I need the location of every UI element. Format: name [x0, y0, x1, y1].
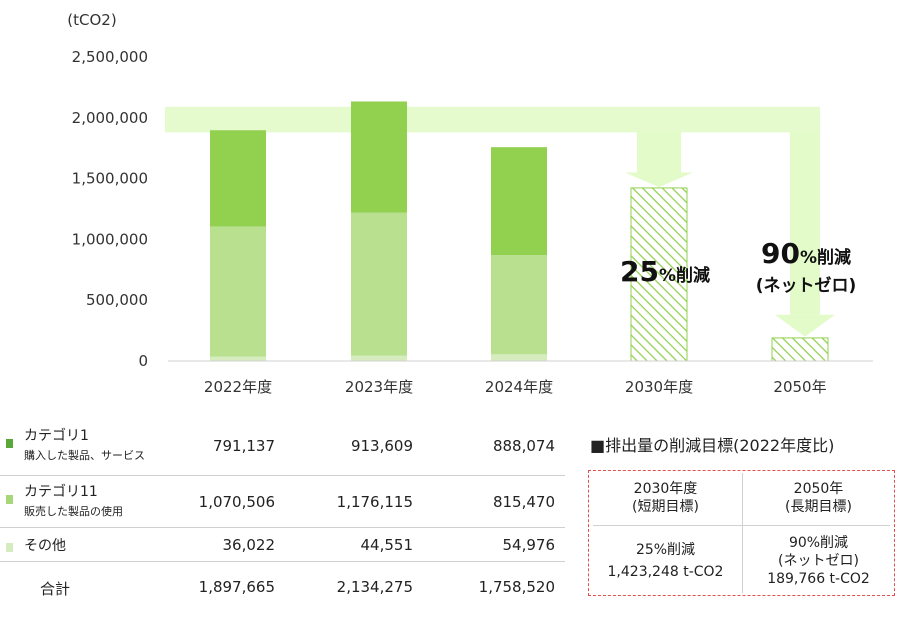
target-2030-head1: 2030年度 — [633, 481, 698, 497]
row-label: その他 — [24, 535, 66, 555]
target-2030-line1: 25%削減 — [635, 542, 696, 558]
bar-segment — [210, 130, 266, 227]
reduction-annotation: 25%削減 — [620, 255, 710, 288]
target-2030-body: 25%削減 1,423,248 t-CO2 — [589, 527, 742, 595]
y-tick-label: 2,500,000 — [72, 48, 148, 66]
arrow-head-2030 — [625, 172, 693, 188]
row-label-sub: 販売した製品の使用 — [24, 505, 123, 518]
row-separator — [0, 475, 565, 476]
total-value: 1,897,665 — [198, 578, 275, 596]
target-2050-head2: (長期目標) — [785, 499, 852, 515]
target-2050-head1: 2050年 — [793, 481, 844, 497]
table-cell-value: 36,022 — [222, 536, 276, 554]
row-label: カテゴリ1 購入した製品、サービス — [24, 425, 145, 463]
target-2050-body: 90%削減 (ネットゼロ) 189,766 t-CO2 — [743, 527, 894, 595]
x-category-label: 2022年度 — [204, 378, 272, 396]
row-label-main: カテゴリ1 — [24, 428, 89, 444]
bar-segment — [210, 356, 266, 361]
target-2030-line2: 1,423,248 t-CO2 — [607, 564, 724, 580]
y-tick-label: 2,000,000 — [72, 109, 148, 127]
row-separator — [0, 561, 565, 562]
reduction-annotation: 90%削減 — [761, 237, 851, 270]
bar-segment — [210, 226, 266, 357]
table-cell-value: 1,176,115 — [336, 493, 413, 511]
arrow-band — [165, 106, 820, 133]
y-tick-label: 0 — [138, 352, 148, 370]
target-bar — [771, 337, 829, 362]
bar-segment — [351, 355, 407, 361]
target-2050-header: 2050年 (長期目標) — [743, 471, 894, 525]
unit-label: (tCO2) — [67, 11, 116, 29]
row-label-main: その他 — [24, 538, 66, 554]
total-value: 2,134,275 — [336, 578, 413, 596]
y-tick-label: 1,500,000 — [72, 170, 148, 188]
legend-swatch — [6, 495, 13, 504]
arrow-head-2050 — [775, 314, 835, 337]
table-cell-value: 791,137 — [212, 437, 275, 455]
target-bar — [630, 187, 688, 362]
row-label: カテゴリ11 販売した製品の使用 — [24, 481, 123, 519]
x-category-label: 2024年度 — [485, 378, 553, 396]
legend-swatch — [6, 543, 13, 552]
total-value: 1,758,520 — [478, 578, 555, 596]
x-category-label: 2050年 — [773, 378, 826, 396]
target-2030-head2: (短期目標) — [632, 499, 699, 515]
target-2030-header: 2030年度 (短期目標) — [589, 471, 742, 525]
emissions-chart: (tCO2) 2,500,000 2,000,000 1,500,000 1,000,… — [67, 11, 873, 396]
table-cell-value: 815,470 — [492, 493, 555, 511]
targets-title: ■排出量の削減目標(2022年度比) — [590, 436, 835, 455]
legend-swatch — [6, 439, 13, 448]
table-cell-value: 888,074 — [492, 437, 555, 455]
y-tick-label: 500,000 — [86, 291, 148, 309]
bar-segment — [491, 147, 547, 256]
arrow-shaft-2030 — [637, 131, 681, 173]
row-separator — [0, 527, 565, 528]
table-cell-value: 44,551 — [360, 536, 414, 554]
table-cell-value: 1,070,506 — [198, 493, 275, 511]
bar-segment — [351, 212, 407, 356]
bar-segment — [351, 101, 407, 213]
row-label-main: カテゴリ11 — [24, 484, 98, 500]
x-category-label: 2030年度 — [625, 378, 693, 396]
target-2050-line1: 90%削減 — [788, 535, 849, 551]
targets-divider-vertical — [742, 473, 743, 593]
y-tick-label: 1,000,000 — [72, 230, 148, 248]
x-category-label: 2023年度 — [345, 378, 413, 396]
bar-segment — [491, 255, 547, 355]
bar-segment — [491, 354, 547, 361]
row-label-sub: 購入した製品、サービス — [24, 449, 145, 462]
targets-divider-horizontal — [593, 525, 890, 526]
targets-box: 2030年度 (短期目標) 2050年 (長期目標) 25%削減 1,423,2… — [588, 470, 895, 596]
total-label: 合計 — [40, 580, 71, 598]
target-2050-line2: (ネットゼロ) — [778, 553, 859, 569]
reduction-annotation-sub: (ネットゼロ) — [756, 275, 857, 296]
target-2050-line3: 189,766 t-CO2 — [767, 571, 870, 587]
table-cell-value: 913,609 — [350, 437, 413, 455]
arrow-shaft-2050 — [790, 131, 820, 315]
table-cell-value: 54,976 — [502, 536, 556, 554]
